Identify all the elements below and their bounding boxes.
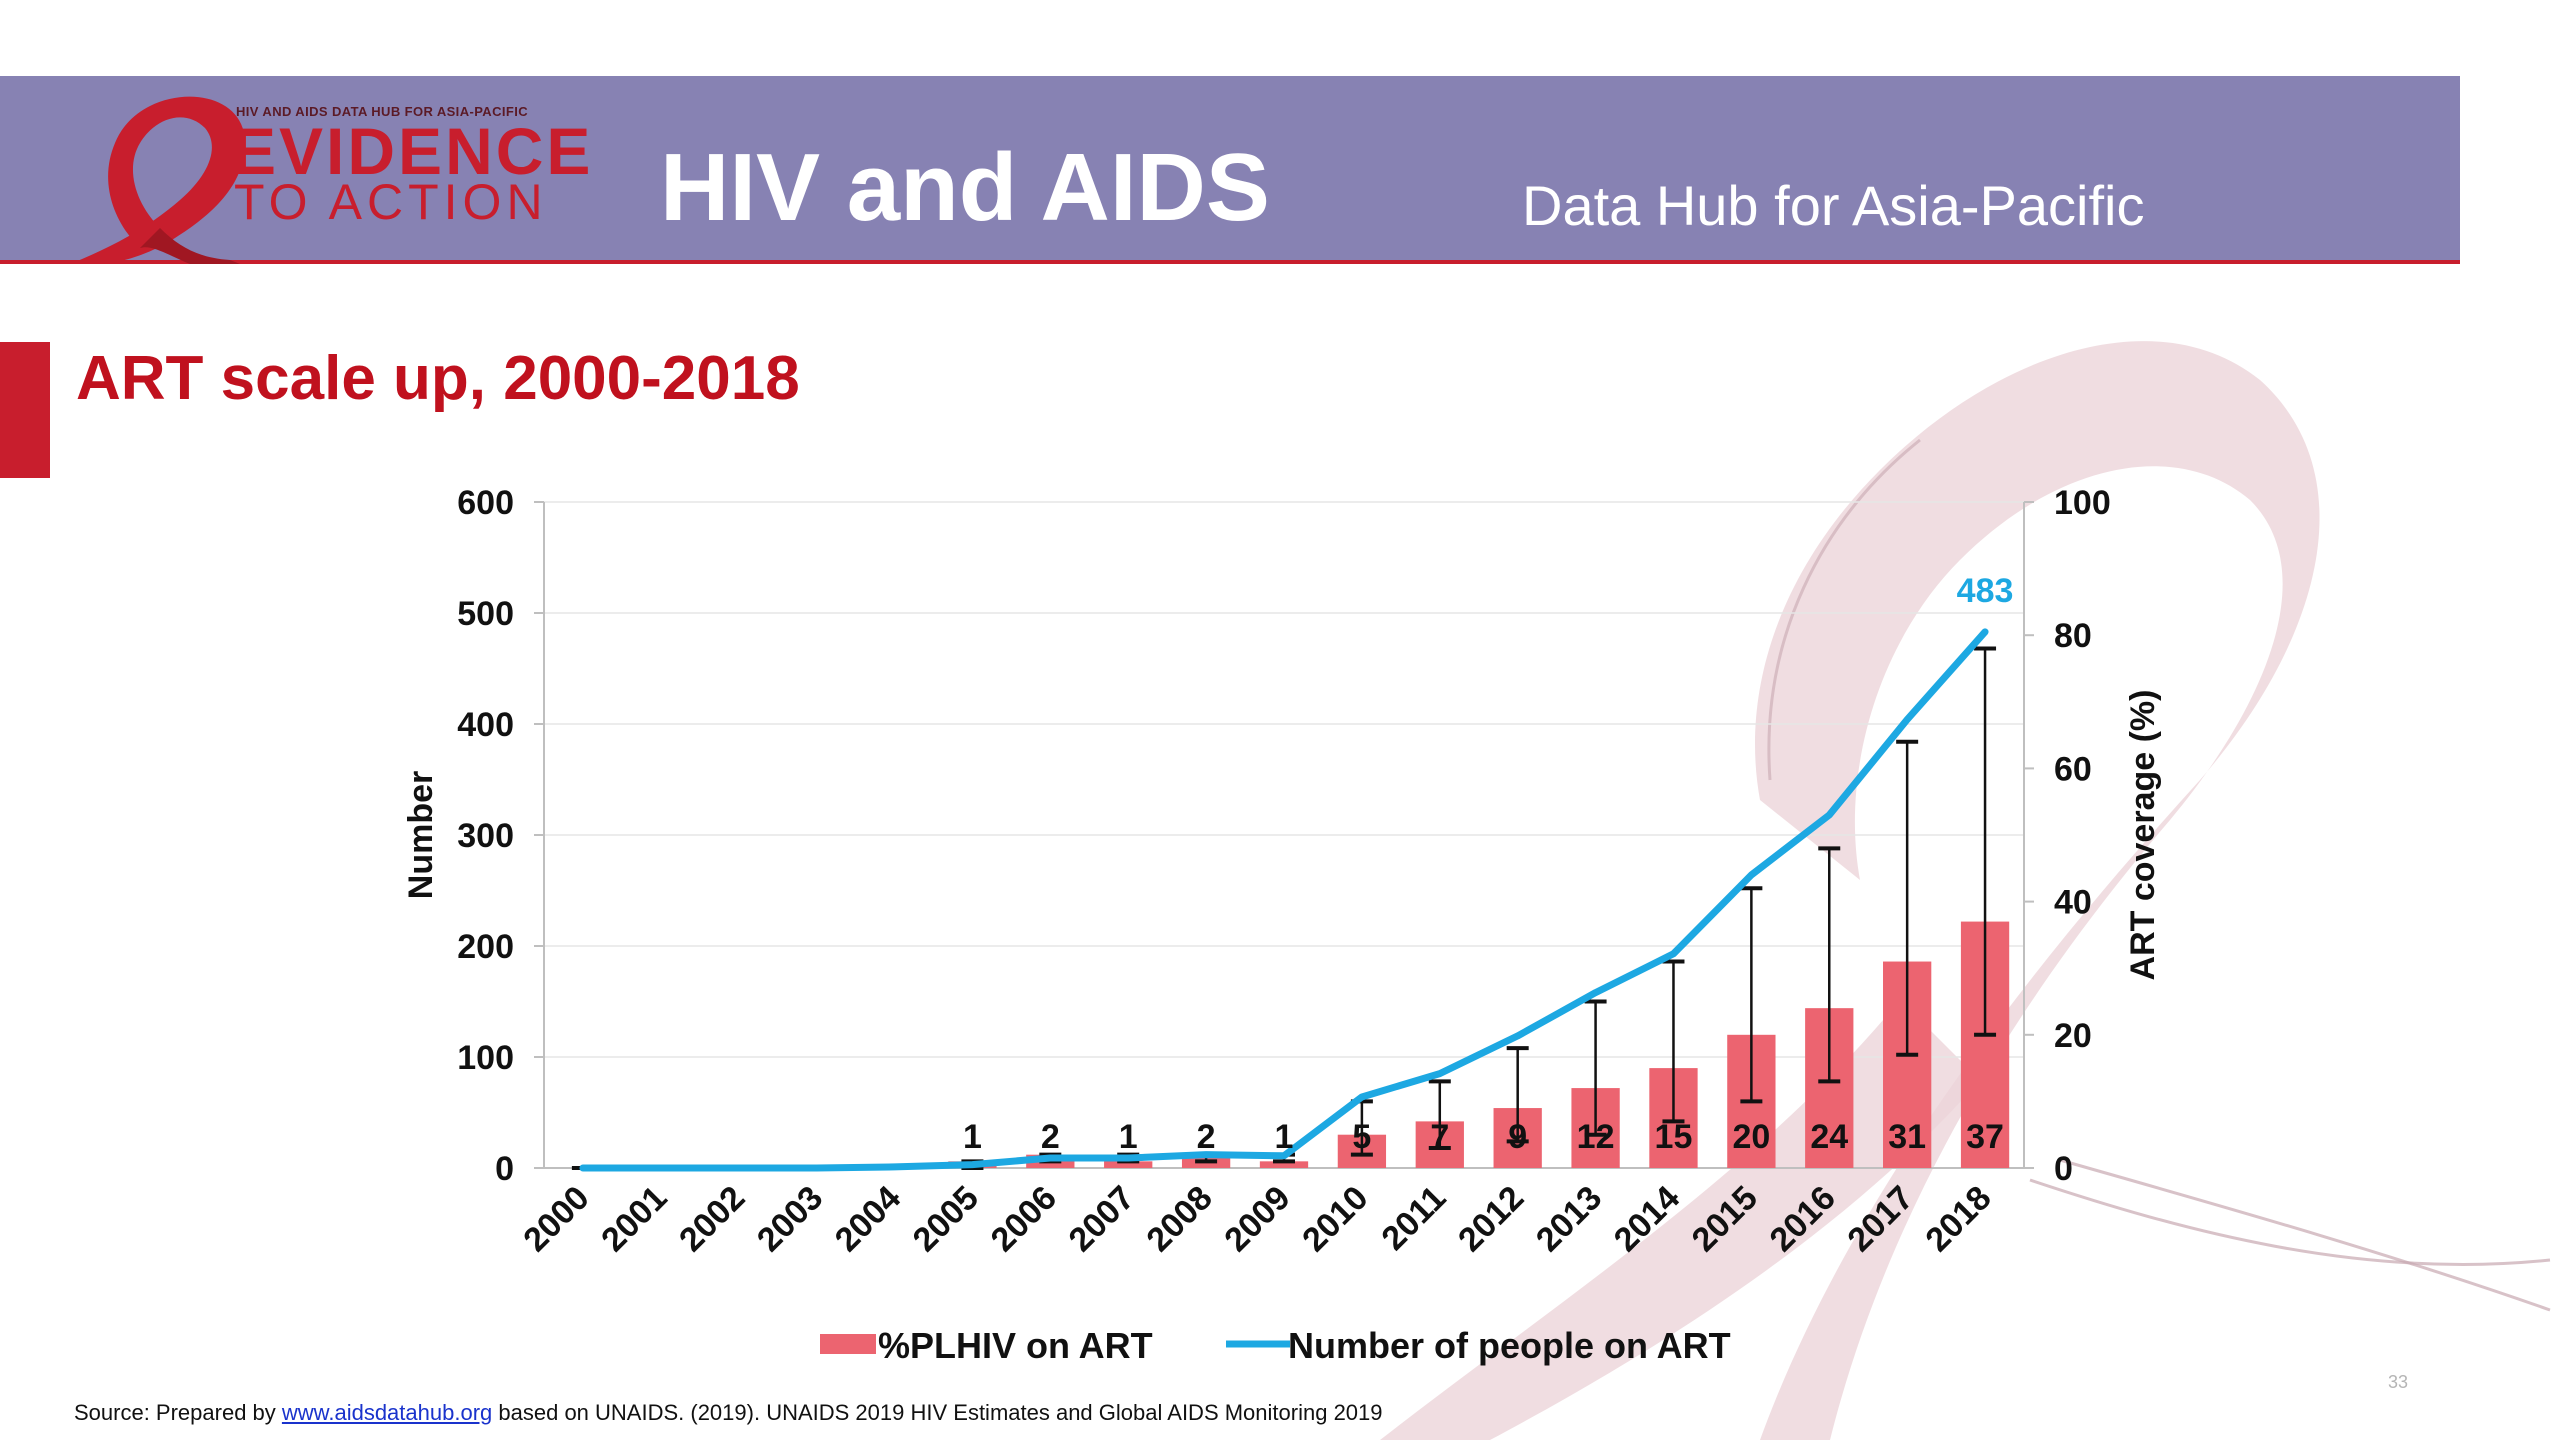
right-tick-label: 100	[2054, 484, 2111, 522]
right-tick-label: 20	[2054, 1017, 2092, 1055]
source-note: Source: Prepared by www.aidsdatahub.org …	[74, 1400, 1383, 1426]
legend-bar-swatch	[820, 1334, 876, 1354]
x-tick-label: 2003	[750, 1179, 830, 1259]
x-tick-label: 2010	[1295, 1179, 1375, 1259]
x-tick-label: 2007	[1062, 1179, 1142, 1259]
right-tick-label: 0	[2054, 1150, 2073, 1188]
x-tick-label: 2006	[984, 1179, 1064, 1259]
bar-data-label: 2	[1041, 1118, 1060, 1156]
red-ribbon-logo-icon	[70, 96, 245, 264]
left-tick-label: 0	[495, 1150, 514, 1188]
bar-data-label: 20	[1732, 1118, 1770, 1156]
slide-title: ART scale up, 2000-2018	[76, 344, 800, 413]
bar-data-label: 31	[1888, 1118, 1926, 1156]
right-axis-title: ART coverage (%)	[2124, 690, 2162, 981]
header-title: HIV and AIDS	[660, 134, 1270, 241]
title-accent-bar	[0, 342, 50, 478]
header-subtitle: Data Hub for Asia-Pacific	[1522, 174, 2145, 237]
x-tick-label: 2012	[1451, 1179, 1531, 1259]
source-link[interactable]: www.aidsdatahub.org	[281, 1400, 493, 1425]
x-tick-label: 2002	[672, 1179, 752, 1259]
left-tick-label: 500	[457, 595, 514, 633]
left-tick-label: 600	[457, 484, 514, 522]
bar	[1104, 1161, 1153, 1168]
right-tick-label: 60	[2054, 750, 2092, 788]
bar-data-label: 2	[1197, 1118, 1216, 1156]
bar	[1259, 1161, 1309, 1168]
left-axis-title: Number	[402, 771, 440, 899]
right-tick-label: 80	[2054, 617, 2092, 655]
logo-evidence-text: EVIDENCE	[232, 114, 594, 188]
bar-data-label: 12	[1577, 1118, 1615, 1156]
left-tick-label: 300	[457, 817, 514, 855]
source-suffix: based on UNAIDS. (2019). UNAIDS 2019 HIV…	[498, 1400, 1383, 1425]
x-tick-label: 2015	[1685, 1179, 1765, 1259]
page-number: 33	[2388, 1372, 2409, 1392]
header-band	[0, 76, 2460, 264]
source-prefix: Source: Prepared by	[74, 1400, 276, 1425]
right-tick-label: 40	[2054, 884, 2092, 922]
x-tick-label: 2013	[1529, 1179, 1609, 1259]
legend-line-label: Number of people on ART	[1288, 1325, 1731, 1366]
bar-data-label: 1	[963, 1118, 982, 1156]
x-tick-label: 2000	[516, 1179, 596, 1259]
bar-data-label: 37	[1966, 1118, 2004, 1156]
x-tick-label: 2005	[906, 1179, 986, 1259]
x-tick-label: 2018	[1918, 1179, 1998, 1259]
left-tick-label: 200	[457, 928, 514, 966]
logo-small-text: HIV AND AIDS DATA HUB FOR ASIA-PACIFIC	[236, 104, 529, 119]
x-tick-label: 2016	[1763, 1179, 1843, 1259]
x-tick-label: 2009	[1217, 1179, 1297, 1259]
x-tick-label: 2008	[1139, 1179, 1219, 1259]
left-tick-label: 100	[457, 1039, 514, 1077]
bar-data-label: 1	[1119, 1118, 1138, 1156]
x-tick-label: 2017	[1840, 1179, 1920, 1259]
bar-data-label: 7	[1430, 1118, 1449, 1156]
bar-data-label: 9	[1508, 1118, 1527, 1156]
bar-data-label: 24	[1810, 1118, 1848, 1156]
logo-to-action-text: TO ACTION	[234, 174, 548, 230]
left-tick-label: 400	[457, 706, 514, 744]
bar-data-label: 5	[1352, 1118, 1371, 1156]
x-tick-label: 2011	[1374, 1179, 1453, 1258]
x-tick-label: 2001	[594, 1179, 674, 1259]
x-tick-label: 2004	[828, 1179, 908, 1259]
bar-data-label: 15	[1655, 1118, 1693, 1156]
bar-data-label: 1	[1275, 1118, 1294, 1156]
legend-bar-label: %PLHIV on ART	[878, 1325, 1153, 1366]
line-end-label: 483	[1957, 572, 2014, 610]
x-tick-label: 2014	[1607, 1179, 1687, 1259]
